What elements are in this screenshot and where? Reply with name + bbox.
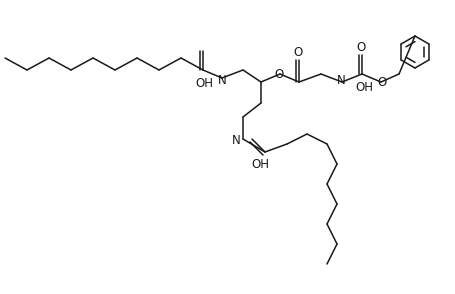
Text: N: N [217, 74, 226, 86]
Text: O: O [293, 46, 302, 59]
Text: OH: OH [354, 81, 372, 93]
Text: O: O [274, 68, 283, 81]
Text: OH: OH [250, 158, 268, 171]
Text: O: O [356, 41, 365, 54]
Text: OH: OH [195, 76, 212, 89]
Text: N: N [336, 74, 344, 86]
Text: O: O [377, 76, 386, 88]
Text: N: N [232, 133, 241, 146]
